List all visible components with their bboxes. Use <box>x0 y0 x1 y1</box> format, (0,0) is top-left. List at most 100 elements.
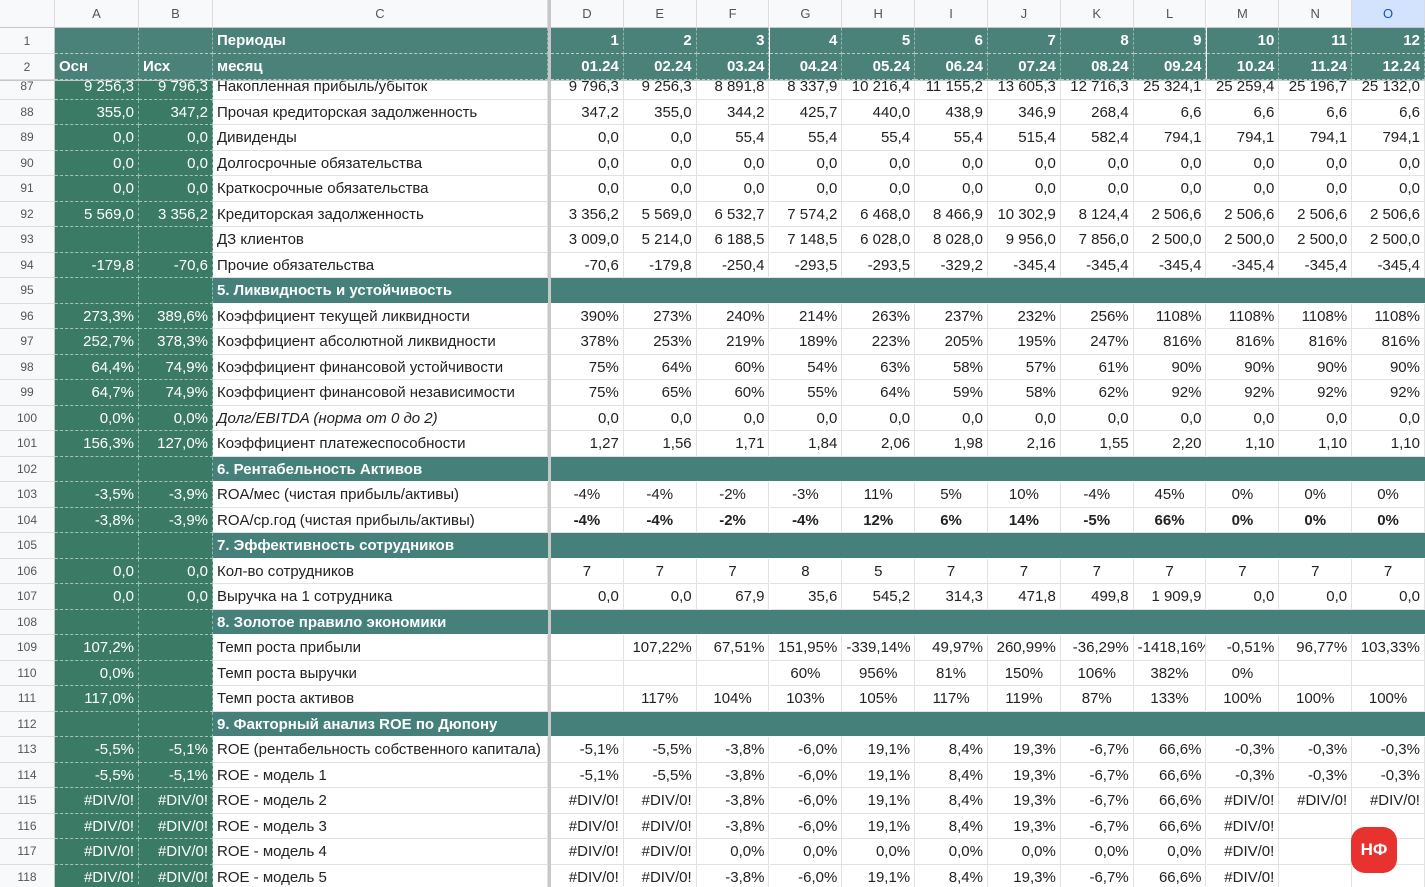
cell: #DIV/0! <box>623 813 697 839</box>
header-cell: 09.24 <box>1133 54 1207 80</box>
cell: 268,4 <box>1060 99 1134 125</box>
cell: -3,8% <box>696 788 770 814</box>
header-cell: 4 <box>769 28 843 54</box>
cell: 252,7% <box>55 329 139 355</box>
cell: 2 500,0 <box>1352 227 1425 253</box>
badge[interactable]: НФ <box>1351 827 1397 873</box>
cell <box>551 660 624 686</box>
header-cell: Периоды <box>213 28 548 54</box>
row-number: 92 <box>0 201 55 227</box>
row-number: 103 <box>0 482 55 508</box>
cell: 0,0 <box>1352 584 1425 610</box>
header-cell: 3 <box>696 28 770 54</box>
column-header: J <box>988 0 1061 28</box>
cell: 0,0 <box>139 558 213 584</box>
section-title: 8. Золотое правило экономики <box>213 609 1425 635</box>
cell: 0,0 <box>623 150 697 176</box>
cell: 100% <box>1352 686 1425 712</box>
cell: 2,16 <box>988 431 1061 457</box>
cell: 107,22% <box>623 635 697 661</box>
row-number: 90 <box>0 150 55 176</box>
row-number: 118 <box>0 864 55 887</box>
cell: 0,0% <box>696 839 770 865</box>
cell: 103% <box>769 686 843 712</box>
cell: 2,20 <box>1133 431 1207 457</box>
cell: 314,3 <box>915 584 988 610</box>
cell: 0,0 <box>55 125 139 151</box>
section-title: 5. Ликвидность и устойчивость <box>213 278 1425 304</box>
cell: 19,1% <box>842 788 916 814</box>
cell: 347,2 <box>139 99 213 125</box>
row-number: 115 <box>0 788 55 814</box>
freeze-divider <box>0 79 1425 81</box>
cell: 25 324,1 <box>1133 80 1207 100</box>
cell: 8 <box>769 558 843 584</box>
column-header: A <box>55 0 139 28</box>
cell: 7 574,2 <box>769 201 843 227</box>
cell: 75% <box>551 354 624 380</box>
cell: 117,0% <box>55 686 139 712</box>
cell: 0,0% <box>55 405 139 431</box>
row-label: Краткосрочные обязательства <box>213 176 548 202</box>
cell: -6,7% <box>1060 762 1134 788</box>
cell: 1,10 <box>1352 431 1425 457</box>
cell: 205% <box>915 329 988 355</box>
cell: 59% <box>915 380 988 406</box>
cell: -4% <box>623 482 697 508</box>
header-cell: 6 <box>915 28 988 54</box>
header-cell: 8 <box>1060 28 1134 54</box>
row-label: Темп роста прибыли <box>213 635 548 661</box>
cell: 57% <box>988 354 1061 380</box>
cell: -345,4 <box>1352 252 1425 278</box>
cell: 0,0 <box>1133 405 1207 431</box>
header-cell: 12.24 <box>1352 54 1425 80</box>
cell: 0,0 <box>55 176 139 202</box>
header-cell: 05.24 <box>842 54 916 80</box>
row-number: 100 <box>0 405 55 431</box>
cell: -6,7% <box>1060 737 1134 763</box>
cell: 344,2 <box>696 99 770 125</box>
cell: -293,5 <box>842 252 916 278</box>
row-number: 95 <box>0 278 55 304</box>
cell: 3 356,2 <box>551 201 624 227</box>
cell: 0,0 <box>1206 176 1280 202</box>
cell: 1108% <box>1133 303 1207 329</box>
cell: 0,0 <box>139 176 213 202</box>
cell: 103,33% <box>1352 635 1425 661</box>
header-cell <box>139 28 213 54</box>
cell: #DIV/0! <box>551 864 624 887</box>
cell: -5,1% <box>139 762 213 788</box>
cell: 0,0 <box>915 176 988 202</box>
cell: 0% <box>1352 507 1425 533</box>
cell: 0,0 <box>1060 405 1134 431</box>
cell: -3,9% <box>139 482 213 508</box>
row-number: 97 <box>0 329 55 355</box>
cell: 0,0 <box>1060 176 1134 202</box>
cell: 55% <box>769 380 843 406</box>
cell: 816% <box>1352 329 1425 355</box>
row-number: 91 <box>0 176 55 202</box>
header-cell: 10.24 <box>1206 54 1280 80</box>
cell: -5,5% <box>55 737 139 763</box>
cell: 545,2 <box>842 584 916 610</box>
cell: 273,3% <box>55 303 139 329</box>
cell: 11 155,2 <box>915 80 988 100</box>
header-cell: 2 <box>623 28 697 54</box>
cell: -345,4 <box>1060 252 1134 278</box>
cell: 0,0 <box>769 176 843 202</box>
cell: 219% <box>696 329 770 355</box>
cell: #DIV/0! <box>551 788 624 814</box>
cell: 0,0 <box>696 405 770 431</box>
cell: 55,4 <box>769 125 843 151</box>
cell: 378,3% <box>139 329 213 355</box>
row-label: Дивиденды <box>213 125 548 151</box>
cell: 92% <box>1352 380 1425 406</box>
cell: #DIV/0! <box>55 839 139 865</box>
row-label: Прочие обязательства <box>213 252 548 278</box>
cell: -6,7% <box>1060 813 1134 839</box>
row-label: Темп роста выручки <box>213 660 548 686</box>
row-number: 99 <box>0 380 55 406</box>
cell: -5,5% <box>623 737 697 763</box>
header-cell: 06.24 <box>915 54 988 80</box>
cell: 13 605,3 <box>988 80 1061 100</box>
